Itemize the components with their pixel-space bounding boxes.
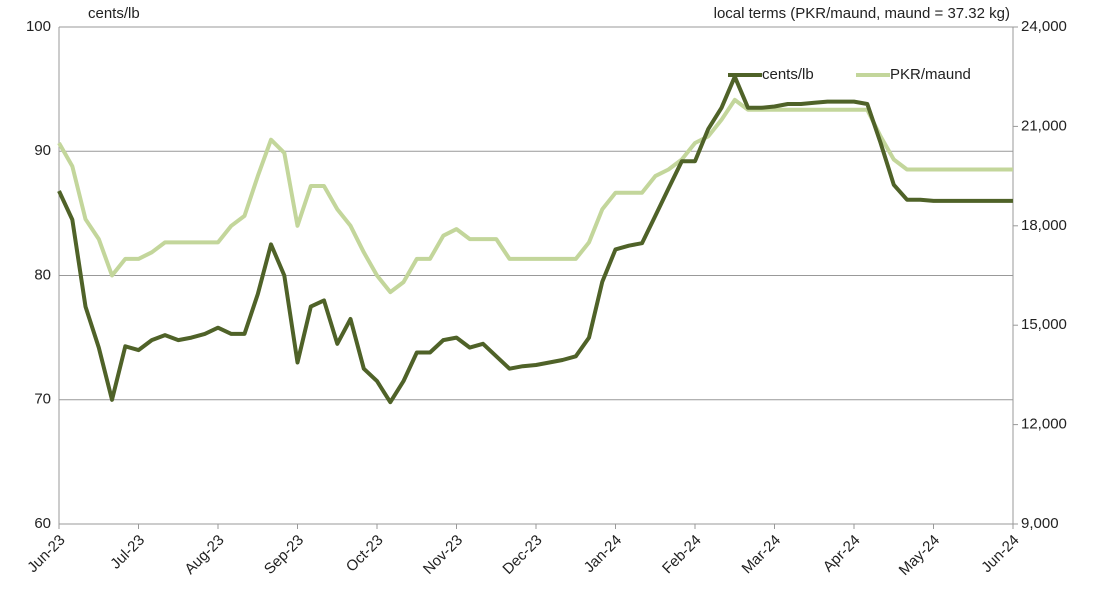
x-tick-label: Jan-24: [581, 532, 625, 576]
legend-label: cents/lb: [762, 66, 814, 83]
y-tick-label: 100: [26, 18, 51, 35]
y2-tick-label: 15,000: [1021, 316, 1067, 333]
line-series: [57, 74, 1013, 405]
y2-tick-label: 21,000: [1021, 117, 1067, 134]
y2-axis-title: local terms (PKR/maund, maund = 37.32 kg…: [714, 5, 1010, 22]
x-tick-label: Jun-23: [24, 532, 68, 576]
y2-tick-label: 24,000: [1021, 18, 1067, 35]
y2-tick-label: 18,000: [1021, 217, 1067, 234]
y-tick-label: 80: [34, 266, 51, 283]
y-tick-label: 90: [34, 142, 51, 159]
y2-tick-label: 9,000: [1021, 515, 1059, 532]
x-tick-label: Nov-23: [420, 532, 466, 578]
x-tick-label: Mar-24: [739, 532, 785, 578]
x-tick-label: Jun-24: [978, 532, 1022, 576]
x-tick-label: Apr-24: [820, 532, 864, 576]
y-tick-label: 70: [34, 391, 51, 408]
x-tick-label: Jul-23: [107, 532, 148, 573]
line-series: [57, 97, 1013, 295]
x-tick-label: Aug-23: [181, 532, 227, 578]
y-tick-label: 60: [34, 515, 51, 532]
x-tick-label: Dec-23: [499, 532, 545, 578]
x-tick-label: Feb-24: [659, 532, 705, 578]
y-axis-title: cents/lb: [88, 5, 140, 22]
y2-tick-label: 12,000: [1021, 416, 1067, 433]
x-tick-label: Oct-23: [343, 532, 387, 576]
legend-label: PKR/maund: [890, 66, 971, 83]
x-tick-label: May-24: [896, 532, 943, 579]
x-tick-label: Sep-23: [261, 532, 307, 578]
